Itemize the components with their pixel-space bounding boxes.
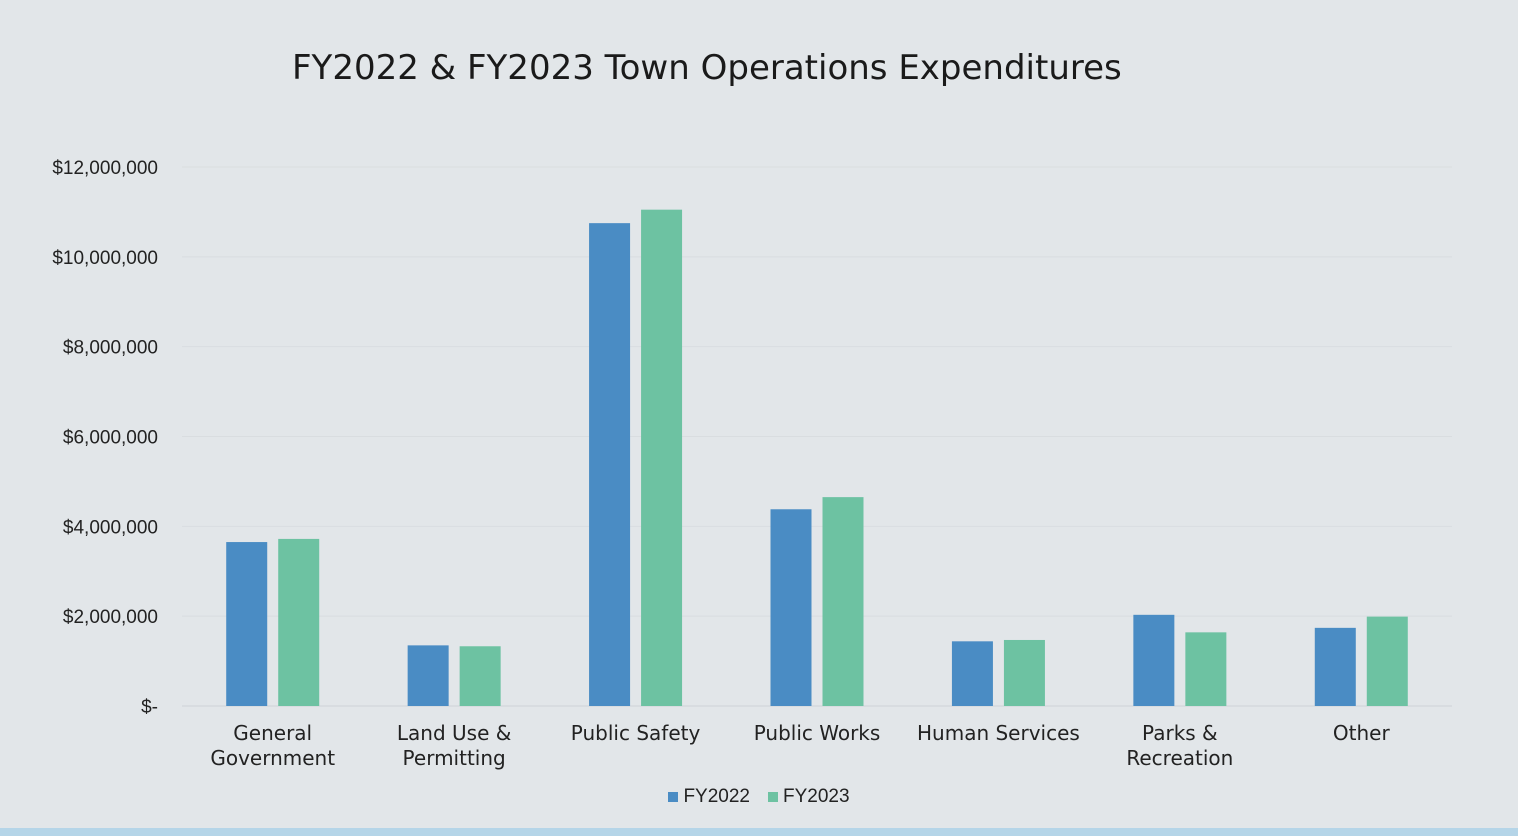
x-tick-label: Permitting bbox=[403, 746, 506, 770]
x-tick-label: Land Use & bbox=[397, 721, 511, 745]
x-tick-label: Recreation bbox=[1126, 746, 1233, 770]
bar-fy2023 bbox=[641, 209, 683, 706]
y-tick-label: $- bbox=[141, 697, 158, 718]
y-tick-label: $6,000,000 bbox=[63, 428, 158, 449]
y-tick-label: $8,000,000 bbox=[63, 338, 158, 359]
x-tick-label: General bbox=[233, 721, 312, 745]
bar-fy2022 bbox=[589, 223, 631, 707]
y-tick-label: $4,000,000 bbox=[63, 517, 158, 538]
legend-item-fy2023: FY2023 bbox=[768, 786, 850, 808]
bar-fy2022 bbox=[407, 645, 449, 706]
y-tick-label: $2,000,000 bbox=[63, 607, 158, 628]
bar-fy2023 bbox=[1003, 639, 1045, 706]
y-tick-label: $12,000,000 bbox=[52, 158, 158, 179]
bar-fy2022 bbox=[951, 641, 993, 706]
legend-swatch-fy2022 bbox=[668, 792, 679, 802]
x-tick-label: Public Works bbox=[754, 721, 881, 745]
legend-label-fy2023: FY2023 bbox=[783, 786, 850, 807]
legend-label-fy2022: FY2022 bbox=[683, 786, 750, 807]
bars bbox=[226, 209, 1408, 707]
bar-fy2022 bbox=[1133, 614, 1175, 706]
bottom-strip bbox=[0, 828, 1518, 836]
x-tick-label: Parks & bbox=[1142, 721, 1218, 745]
bar-fy2023 bbox=[459, 646, 501, 706]
bar-fy2023 bbox=[1185, 632, 1227, 706]
legend-swatch-fy2023 bbox=[768, 792, 778, 802]
y-axis-ticks: $- $2,000,000 $4,000,000 $6,000,000 $8,000,0… bbox=[52, 158, 158, 718]
x-tick-label: Human Services bbox=[917, 721, 1080, 745]
legend: FY2022 FY2023 bbox=[0, 786, 1518, 808]
x-tick-label: Other bbox=[1333, 721, 1391, 745]
chart-title: FY2022 & FY2023 Town Operations Expendit… bbox=[292, 48, 1122, 88]
x-tick-label: Public Safety bbox=[571, 721, 701, 745]
bar-fy2023 bbox=[1366, 616, 1408, 706]
bar-fy2022 bbox=[770, 509, 812, 706]
x-tick-label: Government bbox=[210, 746, 335, 770]
bar-fy2023 bbox=[278, 538, 320, 706]
grid-lines bbox=[182, 166, 1452, 707]
legend-item-fy2022: FY2022 bbox=[668, 786, 750, 808]
bar-fy2023 bbox=[822, 497, 864, 706]
bar-fy2022 bbox=[1314, 627, 1356, 706]
y-tick-label: $10,000,000 bbox=[52, 248, 158, 269]
bar-fy2022 bbox=[226, 542, 268, 706]
